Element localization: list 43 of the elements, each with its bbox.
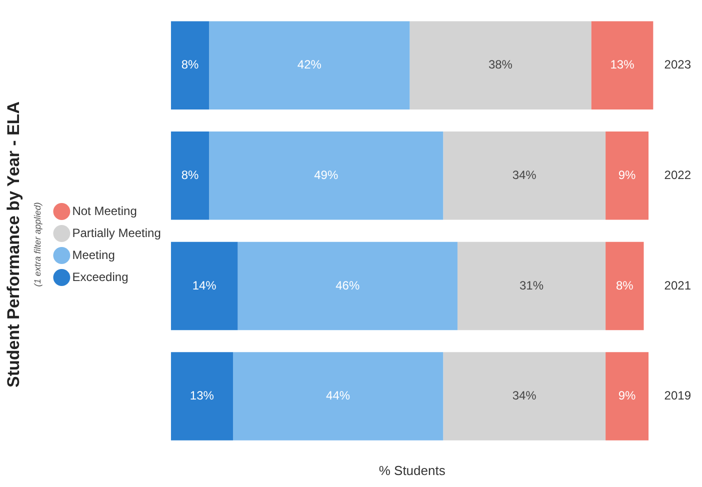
y-tick-label: 2019 bbox=[664, 388, 692, 403]
legend-label: Exceeding bbox=[72, 270, 128, 284]
data-label: 42% bbox=[297, 58, 322, 72]
legend-label: Not Meeting bbox=[72, 204, 137, 218]
legend-label: Meeting bbox=[72, 248, 115, 262]
bar bbox=[443, 352, 606, 440]
bar bbox=[238, 242, 458, 330]
bar bbox=[606, 242, 644, 330]
y-tick-label: 2021 bbox=[664, 278, 692, 292]
bar bbox=[209, 21, 410, 110]
data-label: 13% bbox=[610, 58, 635, 72]
data-label: 8% bbox=[181, 58, 200, 72]
bar bbox=[170, 352, 233, 440]
text: Student Performance by Year - ELA bbox=[4, 102, 23, 388]
data-label: 31% bbox=[519, 278, 544, 292]
data-label: 8% bbox=[181, 168, 200, 182]
bar bbox=[209, 132, 444, 220]
y-tick-label: 2023 bbox=[664, 58, 692, 72]
bar bbox=[591, 21, 654, 110]
data-label: 13% bbox=[190, 388, 214, 403]
bar bbox=[606, 132, 649, 220]
bar bbox=[232, 352, 444, 440]
data-label: 8% bbox=[616, 278, 634, 292]
bar bbox=[410, 21, 592, 110]
data-label: 46% bbox=[336, 278, 360, 292]
bar bbox=[443, 132, 606, 220]
bar bbox=[170, 132, 210, 220]
data-label: 9% bbox=[618, 388, 636, 403]
x-axis-title: % Students bbox=[378, 462, 446, 478]
y-tick-label: 2022 bbox=[664, 168, 692, 182]
data-label: 34% bbox=[512, 168, 537, 182]
bar bbox=[606, 352, 649, 440]
bar bbox=[457, 242, 606, 330]
data-label: 44% bbox=[326, 388, 350, 403]
data-label: 38% bbox=[488, 58, 513, 72]
data-label: 9% bbox=[618, 168, 636, 182]
text: (1 extra filter applied) bbox=[32, 202, 42, 287]
bar bbox=[170, 242, 238, 330]
data-label: 49% bbox=[314, 168, 338, 182]
legend-label: Partially Meeting bbox=[72, 226, 161, 240]
data-label: 34% bbox=[512, 388, 537, 403]
bar bbox=[170, 21, 210, 110]
data-label: 14% bbox=[192, 278, 217, 292]
